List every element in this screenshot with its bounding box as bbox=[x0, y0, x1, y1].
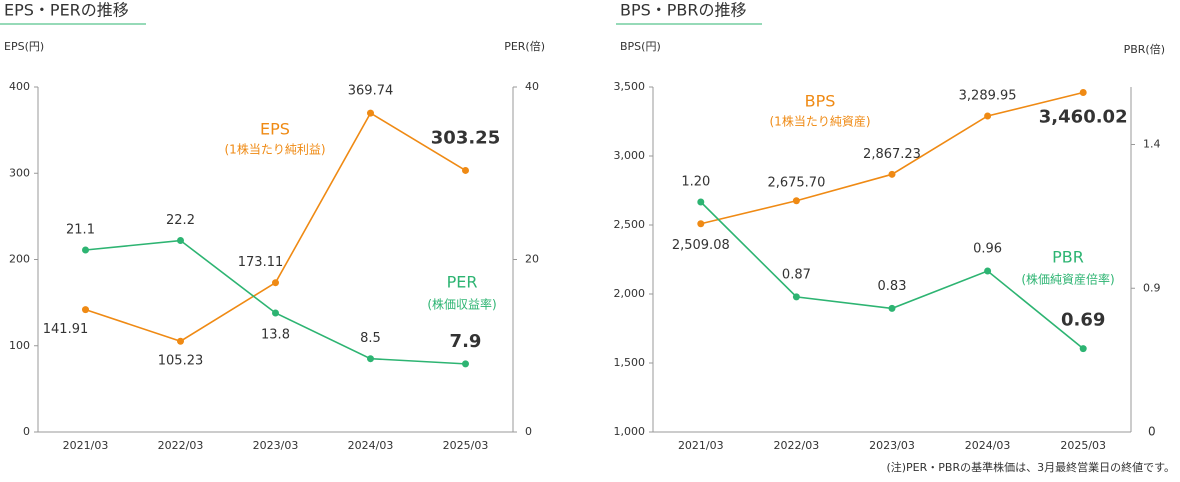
value-label: 141.91 bbox=[43, 322, 89, 337]
x-tick-label: 2025/03 bbox=[443, 439, 489, 452]
point bbox=[697, 220, 705, 228]
value-label: 2,867.23 bbox=[863, 147, 921, 162]
y-axis-label: BPS(円) bbox=[620, 40, 661, 53]
value-label: 13.8 bbox=[261, 327, 290, 342]
point bbox=[697, 198, 705, 206]
series-description: (1株当たり純利益) bbox=[225, 142, 326, 157]
point bbox=[1079, 345, 1087, 353]
y-tick-label: 400 bbox=[9, 80, 30, 93]
y-tick-label: 300 bbox=[9, 166, 30, 179]
point bbox=[177, 237, 184, 245]
point bbox=[888, 304, 896, 312]
y2-origin-label: 0 bbox=[1148, 425, 1156, 439]
y-tick-label: 2,000 bbox=[614, 287, 646, 300]
x-tick-label: 2022/03 bbox=[158, 439, 204, 452]
x-tick-label: 2022/03 bbox=[774, 439, 820, 452]
point bbox=[367, 109, 374, 117]
series-name: EPS bbox=[260, 120, 290, 139]
y-tick-label: 3,000 bbox=[614, 149, 646, 162]
point bbox=[984, 267, 992, 275]
point bbox=[984, 112, 992, 120]
value-label: 0.87 bbox=[782, 267, 811, 282]
value-label: 1.20 bbox=[681, 175, 710, 190]
series-description: (株価純資産倍率) bbox=[1021, 272, 1114, 287]
point bbox=[367, 355, 374, 363]
y-tick-label: 0 bbox=[23, 425, 30, 438]
y-axis-label: EPS(円) bbox=[4, 40, 44, 53]
value-label: 3,460.02 bbox=[1039, 107, 1128, 128]
value-label: 2,509.08 bbox=[672, 238, 730, 253]
value-label: 2,675.70 bbox=[767, 175, 825, 190]
point bbox=[272, 309, 279, 317]
value-label: 0.83 bbox=[878, 279, 907, 294]
y2-axis-label: PER(倍) bbox=[504, 39, 545, 53]
x-tick-label: 2024/03 bbox=[348, 439, 394, 452]
y-tick-label: 200 bbox=[9, 253, 30, 266]
point bbox=[462, 166, 469, 174]
y2-axis-label: PBR(倍) bbox=[1124, 42, 1165, 56]
x-tick-label: 2023/03 bbox=[253, 439, 299, 452]
chart-title: EPS・PERの推移 bbox=[4, 1, 129, 20]
series-name: BPS bbox=[805, 92, 836, 111]
point bbox=[888, 170, 896, 178]
value-label: 21.1 bbox=[66, 223, 95, 238]
point bbox=[792, 197, 800, 205]
series-name: PER bbox=[447, 273, 478, 292]
note: (注)PER・PBRの基準株価は、3月最終営業日の終値です。 bbox=[886, 460, 1175, 474]
x-tick-label: 2021/03 bbox=[63, 439, 109, 452]
series-description: (1株当たり純資産) bbox=[770, 114, 871, 129]
series-name: PBR bbox=[1052, 248, 1084, 267]
y2-tick-label: 40 bbox=[525, 80, 539, 93]
point bbox=[792, 293, 800, 301]
point bbox=[272, 279, 279, 287]
point bbox=[462, 360, 469, 368]
value-label: 7.9 bbox=[450, 331, 482, 352]
value-label: 105.23 bbox=[158, 354, 204, 369]
value-label: 3,289.95 bbox=[959, 88, 1017, 103]
value-label: 8.5 bbox=[360, 331, 381, 346]
value-label: 22.2 bbox=[166, 213, 195, 228]
y2-tick-label: 20 bbox=[525, 253, 539, 266]
value-label: 303.25 bbox=[431, 127, 500, 148]
y2-tick-label: 1.4 bbox=[1143, 138, 1161, 151]
point bbox=[82, 246, 89, 254]
series-description: (株価収益率) bbox=[427, 297, 496, 312]
y2-tick-label: 0 bbox=[525, 425, 532, 438]
x-tick-label: 2024/03 bbox=[965, 439, 1011, 452]
value-label: 0.69 bbox=[1061, 310, 1105, 331]
y-tick-label: 2,500 bbox=[614, 218, 646, 231]
y2-tick-label: 0.9 bbox=[1143, 281, 1161, 294]
chart-title: BPS・PBRの推移 bbox=[620, 1, 747, 20]
value-label: 0.96 bbox=[973, 242, 1002, 257]
point bbox=[1079, 89, 1087, 97]
x-tick-label: 2021/03 bbox=[678, 439, 724, 452]
y-tick-label: 100 bbox=[9, 339, 30, 352]
y-tick-label: 1,000 bbox=[614, 425, 646, 438]
point bbox=[177, 337, 184, 345]
value-label: 369.74 bbox=[348, 84, 394, 99]
x-tick-label: 2025/03 bbox=[1060, 439, 1106, 452]
y-tick-label: 1,500 bbox=[614, 356, 646, 369]
point bbox=[82, 306, 89, 314]
x-tick-label: 2023/03 bbox=[869, 439, 915, 452]
value-label: 173.11 bbox=[238, 255, 284, 270]
y-tick-label: 3,500 bbox=[614, 80, 646, 93]
